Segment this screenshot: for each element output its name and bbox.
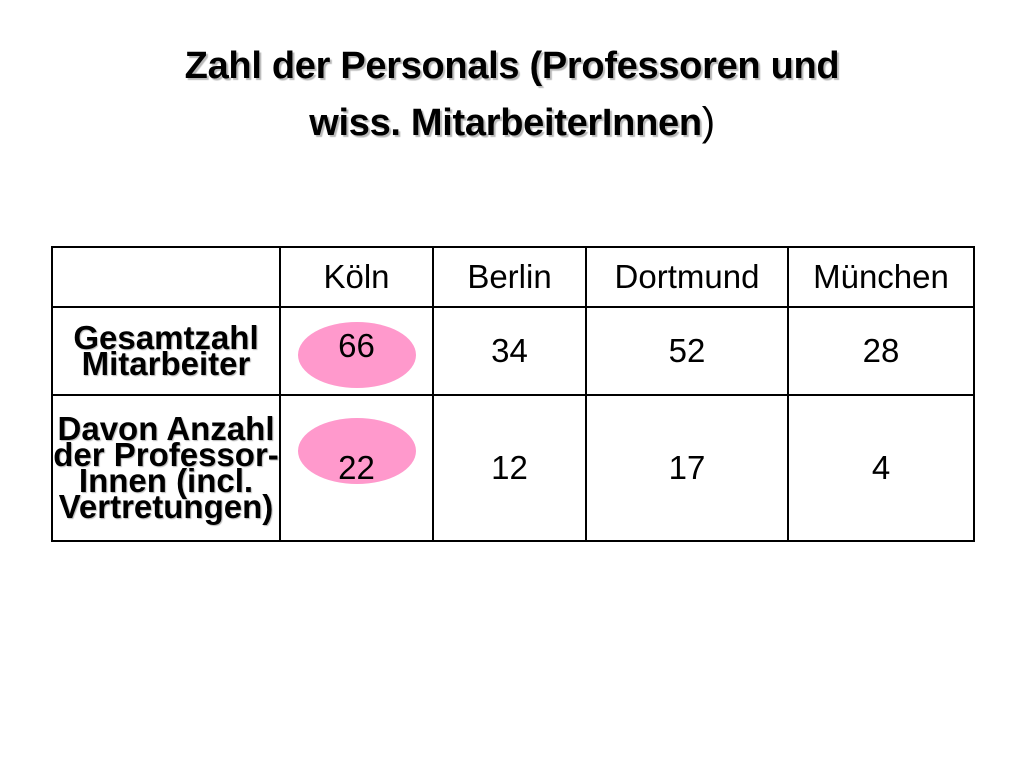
cell-value: 22 (338, 449, 375, 486)
cell-total-dortmund: 52 (585, 306, 789, 396)
cell-prof-berlin: 12 (432, 394, 587, 542)
row-label-line: Davon Anzahl (57, 410, 275, 447)
header-cell-dortmund: Dortmund (585, 246, 789, 308)
cell-value: 17 (668, 449, 706, 486)
cell-total-berlin: 34 (432, 306, 587, 396)
row-label-line: Innen (incl. (78, 462, 254, 499)
cell-value: 66 (338, 327, 375, 364)
cell-value: 28 (862, 332, 900, 369)
header-row: Köln Berlin Dortmund München (51, 246, 975, 308)
cell-value: 4 (871, 449, 891, 486)
title-line-1: Zahl der Personals (Professoren und (184, 45, 840, 87)
slide-title: Zahl der Personals (Professoren und wiss… (0, 38, 1024, 151)
cell-prof-koeln: 22 (279, 394, 434, 542)
row-label-line: Mitarbeiter (81, 345, 251, 382)
table-row-professors: Davon Anzahl der Professor- Innen (incl.… (51, 394, 975, 542)
cell-prof-muenchen: 4 (787, 394, 975, 542)
row-label-line: Gesamtzahl (73, 319, 259, 356)
header-cell-empty (51, 246, 281, 308)
highlight-oval (298, 418, 416, 484)
title-line-2-text: wiss. MitarbeiterInnen (309, 102, 702, 144)
cell-total-muenchen: 28 (787, 306, 975, 396)
staff-table: Köln Berlin Dortmund München Gesamtzahl … (51, 246, 975, 542)
cell-value: 52 (668, 332, 706, 369)
cell-value: 12 (491, 449, 528, 486)
cell-total-koeln: 66 (279, 306, 434, 396)
table-row-total-staff: Gesamtzahl Mitarbeiter 66 34 52 28 (51, 306, 975, 396)
highlight-oval (298, 322, 416, 388)
row-label-professors: Davon Anzahl der Professor- Innen (incl.… (51, 394, 281, 542)
cell-value: 34 (491, 332, 528, 369)
cell-prof-dortmund: 17 (585, 394, 789, 542)
row-label-line: Vertretungen) (58, 488, 274, 525)
title-line-2: wiss. MitarbeiterInnen) (0, 94, 1024, 151)
title-closing-paren: ) (701, 100, 715, 144)
row-label-total-staff: Gesamtzahl Mitarbeiter (51, 306, 281, 396)
row-label-line: der Professor- (53, 436, 279, 473)
header-cell-muenchen: München (787, 246, 975, 308)
header-cell-berlin: Berlin (432, 246, 587, 308)
header-cell-koeln: Köln (279, 246, 434, 308)
